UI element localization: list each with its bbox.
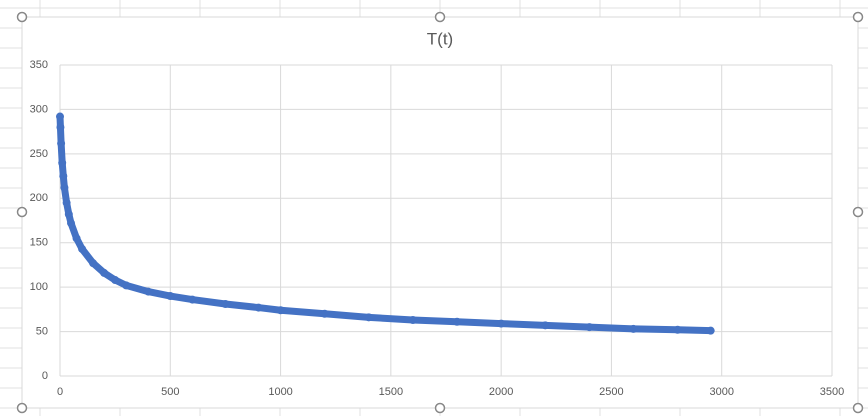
point — [56, 112, 64, 121]
handle[interactable] — [852, 402, 864, 414]
point — [89, 259, 98, 268]
point — [72, 234, 81, 243]
x-tick-label: 2500 — [599, 386, 623, 398]
point — [67, 219, 76, 228]
point — [111, 276, 120, 285]
point — [188, 295, 197, 304]
y-tick-label: 200 — [30, 192, 48, 204]
point — [276, 306, 285, 315]
y-tick-label: 0 — [42, 370, 48, 382]
point — [364, 313, 373, 322]
point — [166, 292, 175, 301]
point — [706, 326, 715, 335]
point — [122, 281, 131, 290]
handle[interactable] — [852, 206, 864, 218]
chart-area[interactable] — [21, 16, 859, 409]
y-tick-label: 300 — [30, 103, 48, 115]
handle[interactable] — [434, 402, 446, 414]
point — [64, 210, 73, 219]
point — [58, 158, 67, 167]
point — [541, 321, 550, 330]
x-tick-label: 0 — [57, 386, 63, 398]
point — [56, 123, 65, 132]
point — [629, 324, 638, 333]
handle[interactable] — [434, 11, 446, 23]
point — [221, 300, 230, 309]
handle[interactable] — [16, 402, 28, 414]
point — [320, 309, 329, 318]
point — [59, 172, 68, 181]
point — [100, 268, 109, 277]
point — [57, 139, 66, 148]
x-tick-label: 3500 — [820, 386, 844, 398]
point — [60, 183, 69, 192]
y-tick-label: 250 — [30, 148, 48, 160]
point — [62, 198, 71, 207]
x-tick-label: 3000 — [709, 386, 733, 398]
point — [254, 303, 263, 312]
x-tick-label: 500 — [161, 386, 179, 398]
x-tick-label: 1000 — [268, 386, 292, 398]
handle[interactable] — [16, 11, 28, 23]
chart-title: T(t) — [427, 29, 453, 48]
x-tick-label: 1500 — [379, 386, 403, 398]
point — [673, 325, 682, 334]
point — [585, 323, 594, 332]
y-tick-label: 150 — [30, 237, 48, 249]
handle[interactable] — [852, 11, 864, 23]
point — [144, 287, 153, 296]
y-tick-label: 50 — [36, 325, 48, 337]
selection-handles — [16, 11, 864, 414]
point — [497, 319, 506, 328]
y-tick-label: 350 — [30, 59, 48, 71]
handle[interactable] — [16, 206, 28, 218]
point — [453, 317, 462, 326]
x-tick-label: 2000 — [489, 386, 513, 398]
y-tick-label: 100 — [30, 281, 48, 293]
point — [408, 316, 417, 325]
point — [78, 244, 87, 253]
